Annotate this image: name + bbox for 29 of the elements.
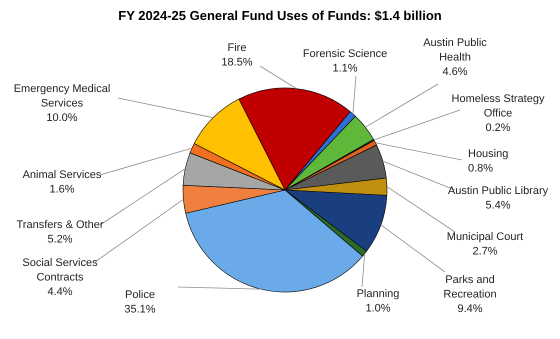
data-label: 35.1% — [124, 304, 156, 316]
data-label: 4.4% — [47, 286, 73, 298]
chart-title: FY 2024-25 General Fund Uses of Funds: $1.4 billion — [118, 8, 442, 23]
data-label: 1.6% — [49, 184, 75, 196]
data-label: 0.8% — [468, 162, 494, 174]
slice-label: Austin Public Library — [448, 185, 549, 197]
slice-label: Municipal Court — [446, 231, 524, 243]
data-label: 2.7% — [472, 246, 498, 258]
slice-label: Housing — [468, 148, 508, 160]
slice-label: Austin Public Health — [423, 37, 488, 64]
data-label: 1.0% — [365, 302, 391, 314]
slice-label: Transfers & Other — [16, 219, 104, 231]
slice-label: Forensic Science — [302, 48, 388, 60]
slice-label: Fire — [228, 42, 246, 54]
data-label: 9.4% — [457, 303, 483, 315]
slice-label: Social Services Contracts — [22, 257, 98, 284]
data-label: 18.5% — [221, 56, 253, 68]
data-label: 4.6% — [442, 66, 468, 78]
data-label: 5.2% — [47, 234, 73, 246]
data-label: 10.0% — [46, 112, 78, 124]
data-label: 0.2% — [485, 122, 511, 134]
data-label: 1.1% — [332, 62, 358, 74]
data-label: 5.4% — [485, 200, 511, 212]
slice-label: Animal Services — [22, 169, 102, 181]
slice-label: Emergency Medical Services — [14, 83, 110, 110]
slice-label: Police — [125, 289, 155, 301]
slice-label: Parks and Recreation — [443, 274, 497, 300]
slice-label: Planning — [356, 288, 400, 300]
slice-label: Homeless Strategy Office — [452, 93, 545, 120]
